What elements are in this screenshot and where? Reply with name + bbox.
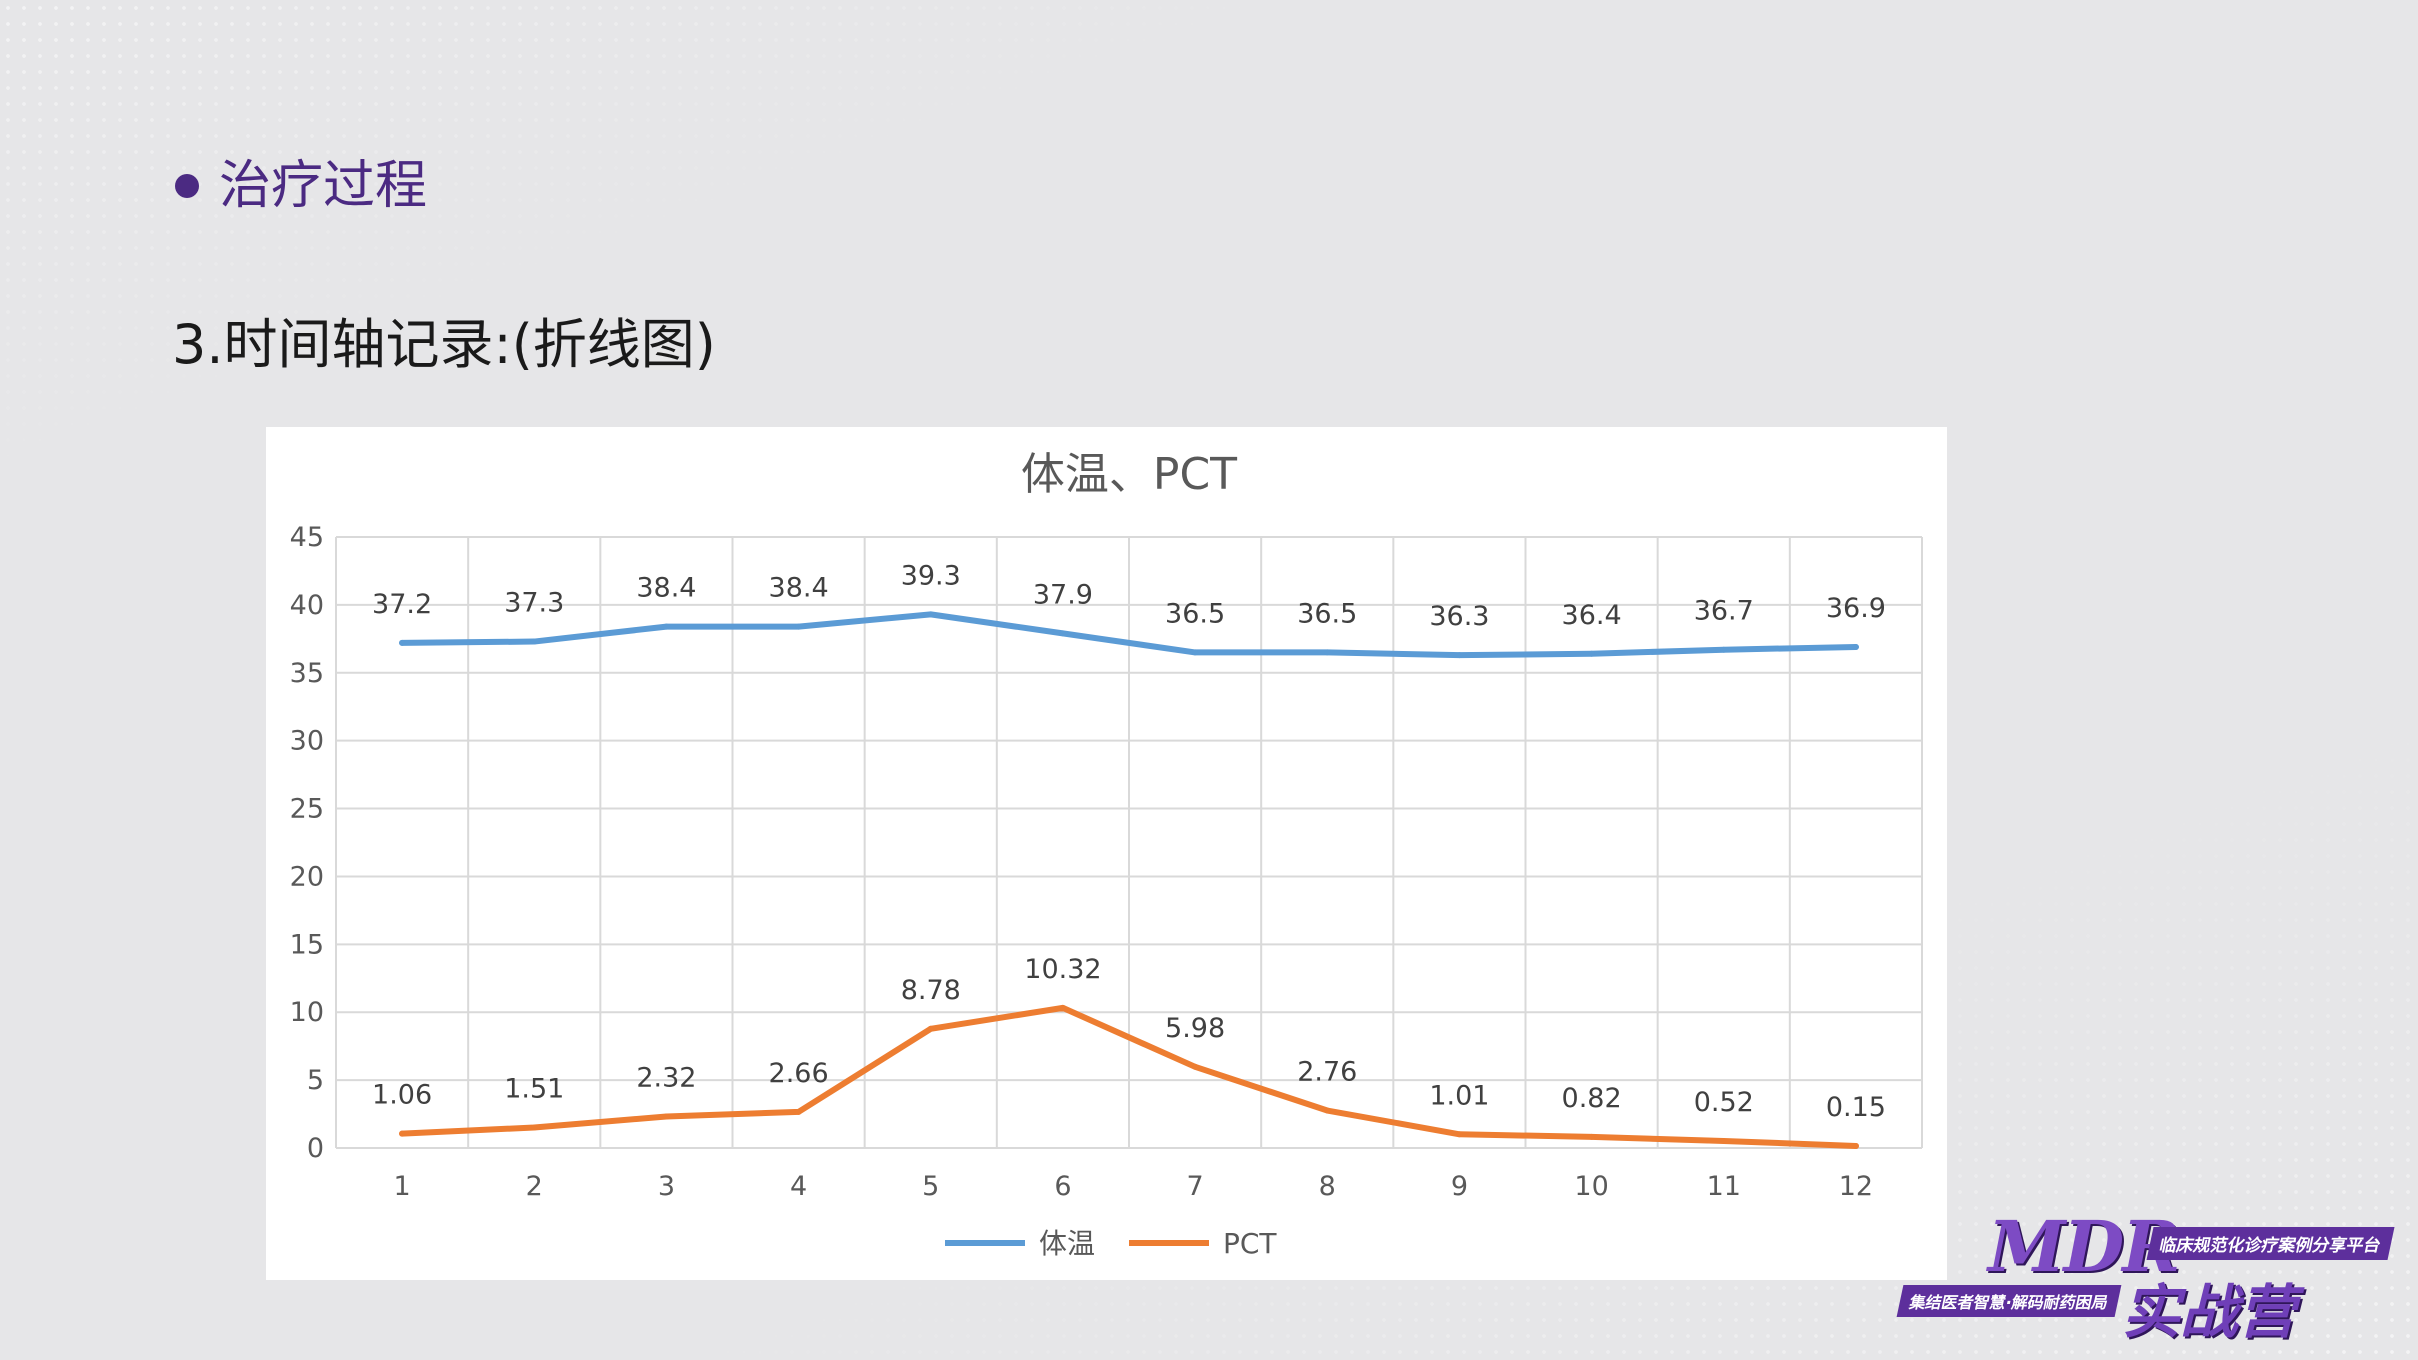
- data-label: 38.4: [636, 573, 696, 604]
- x-tick-label: 7: [1186, 1171, 1203, 1202]
- y-tick-label: 15: [290, 929, 324, 960]
- data-point: [663, 623, 670, 630]
- data-label: 1.51: [504, 1073, 564, 1104]
- data-label: 8.78: [901, 975, 961, 1006]
- data-label: 36.9: [1826, 593, 1886, 624]
- y-tick-label: 25: [290, 794, 324, 825]
- x-tick-label: 11: [1707, 1171, 1741, 1202]
- data-label: 1.01: [1429, 1080, 1489, 1111]
- x-tick-label: 1: [393, 1171, 410, 1202]
- y-tick-label: 40: [290, 590, 324, 621]
- data-point: [399, 1130, 406, 1137]
- x-tick-label: 2: [526, 1171, 543, 1202]
- y-tick-label: 35: [290, 658, 324, 689]
- data-label: 2.66: [769, 1058, 829, 1089]
- y-tick-label: 45: [290, 522, 324, 553]
- data-point: [1192, 649, 1199, 656]
- logo-tagline: 临床规范化诊疗案例分享平台: [2146, 1227, 2395, 1260]
- data-label: 36.7: [1694, 596, 1754, 627]
- data-point: [1456, 1131, 1463, 1138]
- y-tick-label: 20: [290, 861, 324, 892]
- data-point: [663, 1113, 670, 1120]
- x-tick-label: 5: [922, 1171, 939, 1202]
- y-tick-label: 5: [307, 1065, 324, 1096]
- section-heading: 治疗过程: [175, 160, 427, 212]
- data-point: [927, 1025, 934, 1032]
- logo-slogan: 集结医者智慧·解码耐药困局: [1896, 1285, 2122, 1317]
- data-label: 37.3: [504, 588, 564, 619]
- data-point: [531, 1124, 538, 1131]
- data-point: [1588, 650, 1595, 657]
- logo-camp: 实战营: [2122, 1278, 2297, 1346]
- data-label: 36.4: [1562, 600, 1622, 631]
- data-label: 5.98: [1165, 1013, 1225, 1044]
- data-label: 38.4: [769, 573, 829, 604]
- data-point: [1324, 1107, 1331, 1114]
- bullet-icon: [175, 174, 199, 198]
- data-point: [531, 638, 538, 645]
- data-label: 39.3: [901, 560, 961, 591]
- data-label: 36.3: [1429, 601, 1489, 632]
- data-label: 0.52: [1694, 1087, 1754, 1118]
- data-point: [1588, 1133, 1595, 1140]
- series-line-2: [399, 1004, 1859, 1149]
- data-point: [1852, 643, 1859, 650]
- x-tick-label: 6: [1054, 1171, 1071, 1202]
- data-label: 37.9: [1033, 579, 1093, 610]
- data-point: [399, 639, 406, 646]
- data-point: [795, 623, 802, 630]
- data-point: [1324, 649, 1331, 656]
- data-point: [1192, 1063, 1199, 1070]
- data-label: 1.06: [372, 1080, 432, 1111]
- data-label: 36.5: [1165, 598, 1225, 629]
- data-point: [927, 611, 934, 618]
- y-tick-label: 0: [307, 1133, 324, 1164]
- line-chart: 体温、PCT 0 5 10 15 20 25 30 35 40 45 1 2 3 4 5 6 7 8 9 10 11 12 3…: [266, 427, 1947, 1280]
- data-point: [1720, 646, 1727, 653]
- data-point: [795, 1108, 802, 1115]
- data-point: [1059, 1004, 1066, 1011]
- data-point: [1456, 652, 1463, 659]
- y-tick-label: 10: [290, 997, 324, 1028]
- x-tick-label: 12: [1839, 1171, 1873, 1202]
- subheading-text: 3.时间轴记录:(折线图): [172, 313, 716, 376]
- x-tick-label: 10: [1574, 1171, 1608, 1202]
- x-tick-label: 3: [658, 1171, 675, 1202]
- x-tick-label: 9: [1451, 1171, 1468, 1202]
- mdr-logo: MDR 临床规范化诊疗案例分享平台 集结医者智慧·解码耐药困局 实战营: [1896, 1205, 2395, 1346]
- data-label: 0.15: [1826, 1092, 1886, 1123]
- legend-label-1: 体温: [1039, 1227, 1095, 1260]
- data-label: 0.82: [1562, 1083, 1622, 1114]
- data-point: [1852, 1142, 1859, 1149]
- series-line-1: [399, 611, 1859, 659]
- data-point: [1720, 1137, 1727, 1144]
- data-label: 10.32: [1024, 954, 1101, 985]
- data-label: 2.76: [1297, 1057, 1357, 1088]
- data-label: 2.32: [636, 1062, 696, 1093]
- data-point: [1059, 630, 1066, 637]
- heading-text: 治疗过程: [219, 156, 428, 216]
- y-tick-label: 30: [290, 726, 324, 757]
- data-label: 36.5: [1297, 598, 1357, 629]
- x-tick-label: 8: [1319, 1171, 1336, 1202]
- x-tick-label: 4: [790, 1171, 807, 1202]
- chart-title: 体温、PCT: [1021, 449, 1237, 500]
- legend-label-2: PCT: [1223, 1227, 1277, 1260]
- data-label: 37.2: [372, 589, 432, 620]
